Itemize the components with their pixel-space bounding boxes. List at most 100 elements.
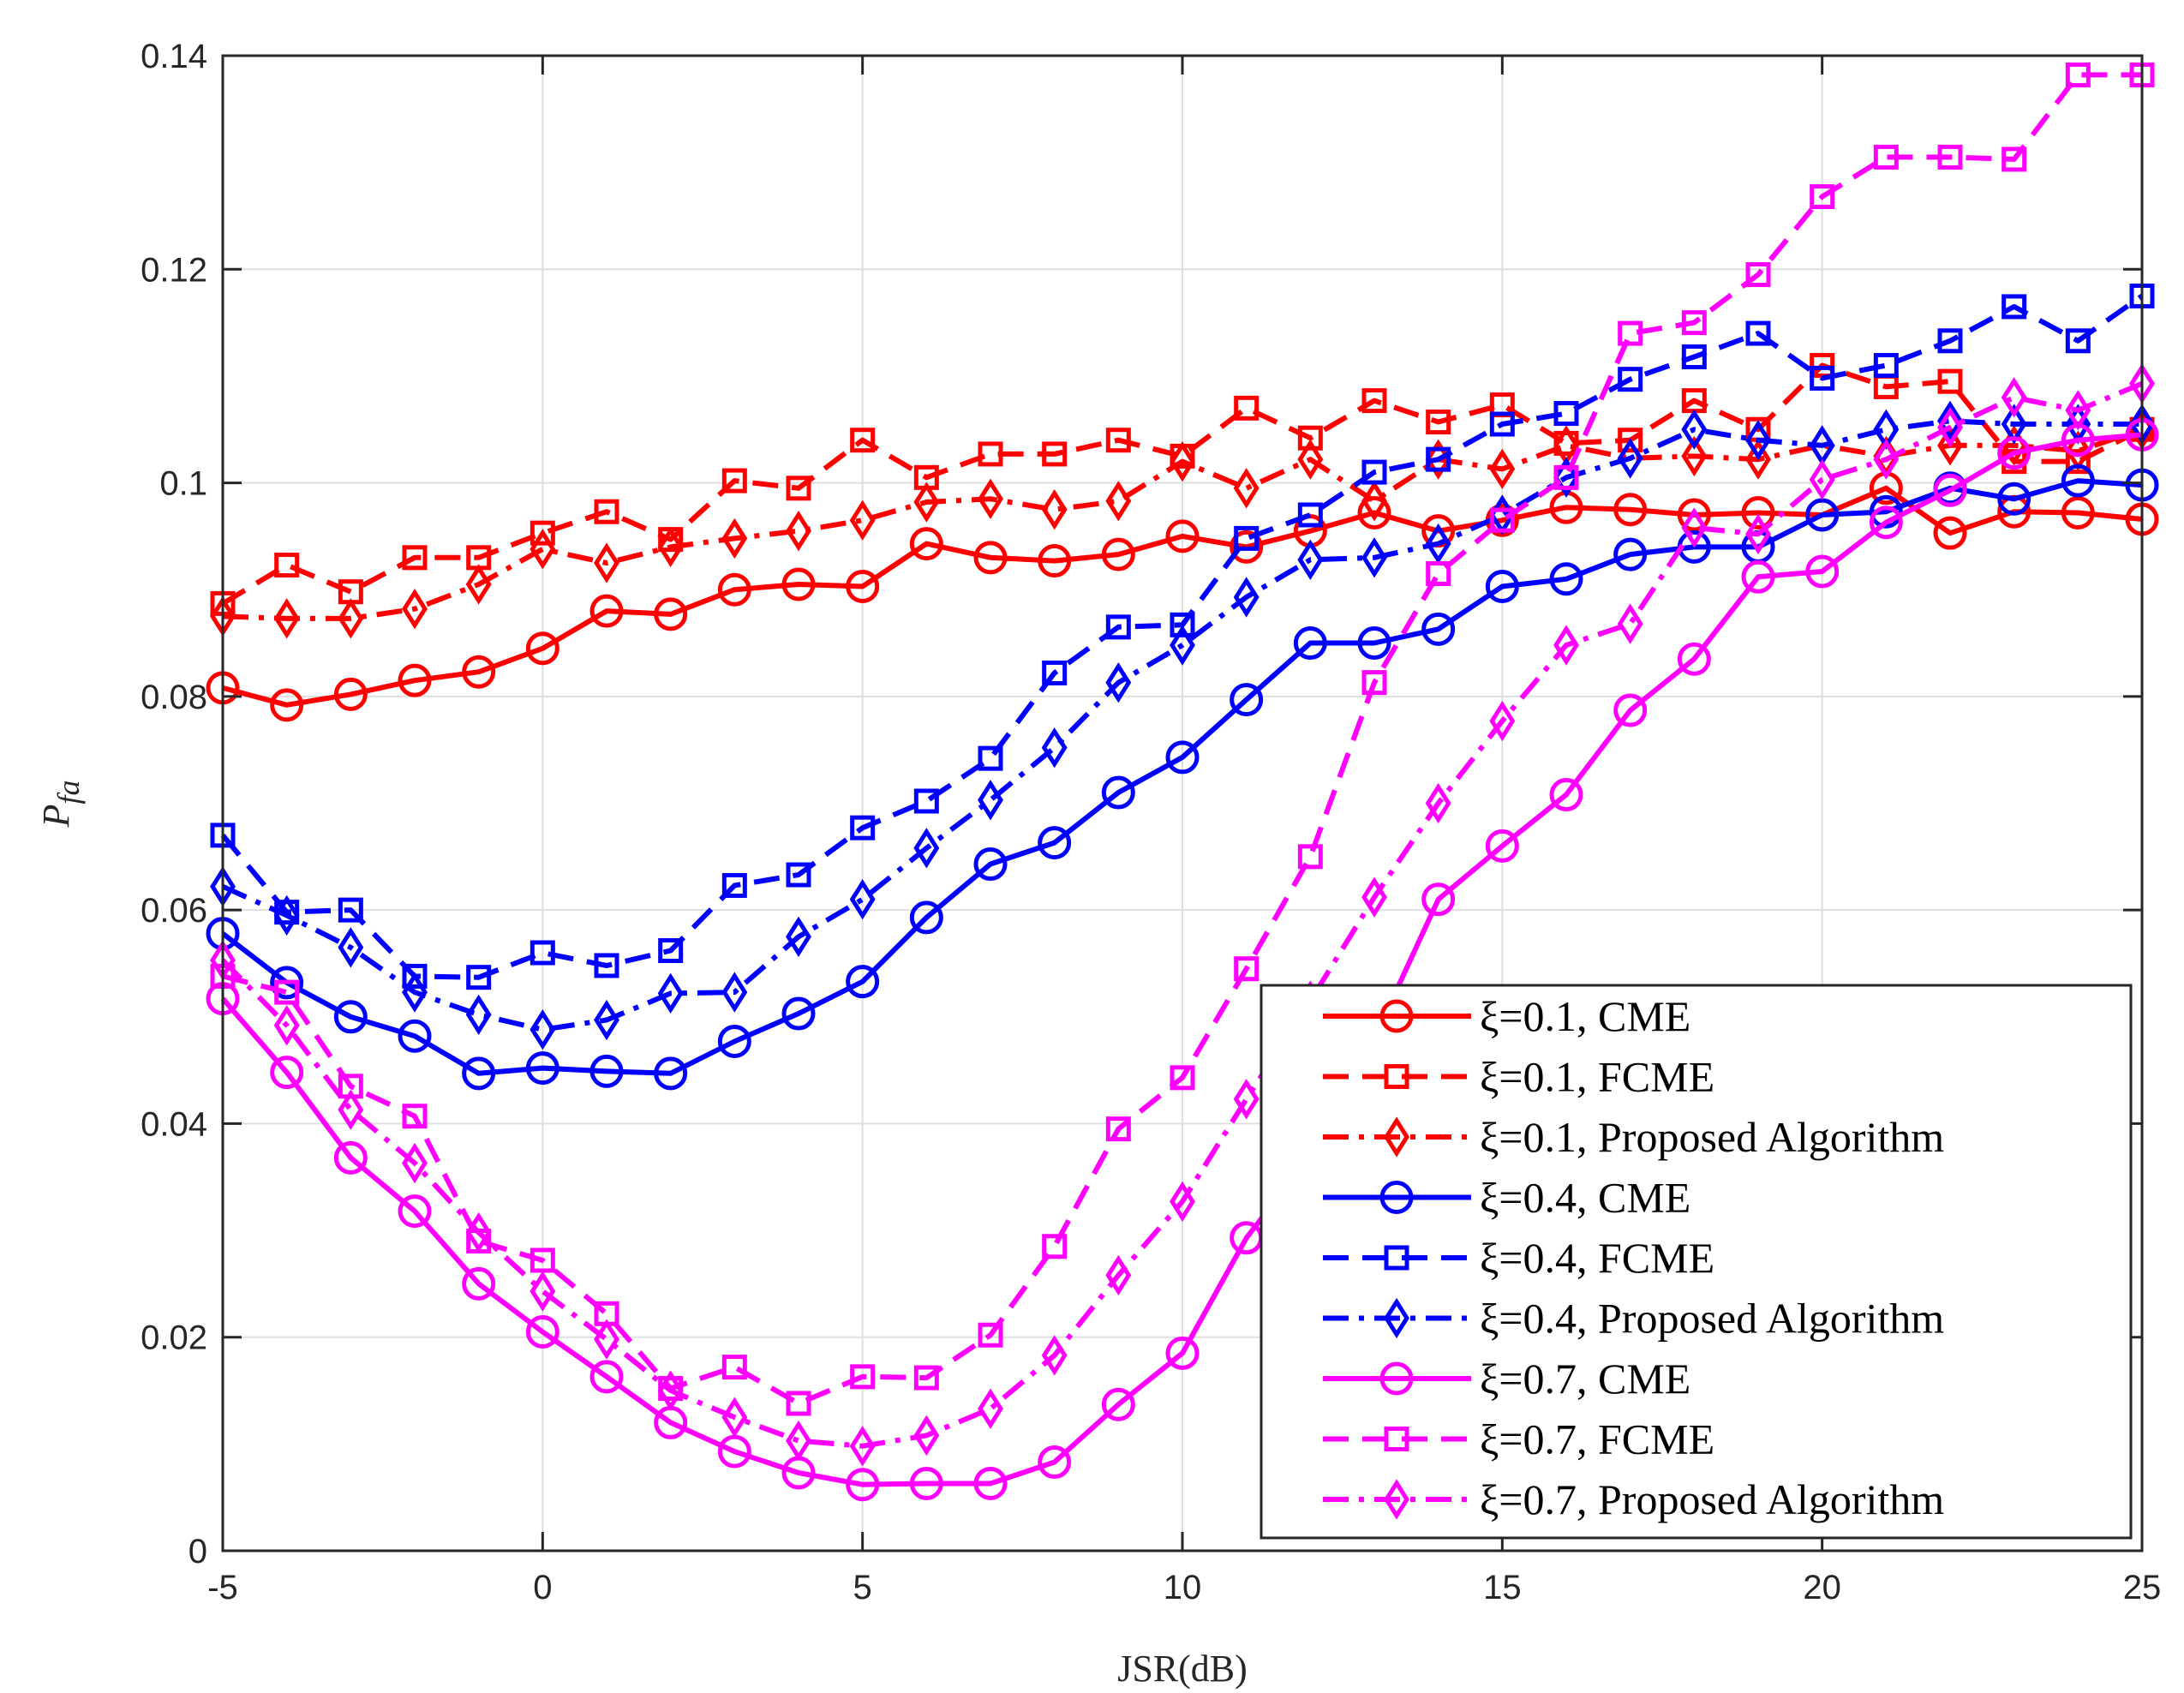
data-point [1165,740,1200,775]
data-point [973,847,1008,882]
data-point [658,938,684,964]
data-point [2001,377,2027,418]
data-point [1489,448,1516,490]
data-point [1681,409,1708,450]
data-point [1810,365,1835,391]
data-point [1165,1336,1200,1370]
data-point [1165,519,1200,553]
ticks [221,54,2144,1552]
data-point [274,553,300,578]
data-point [1937,144,1963,170]
data-point [1101,537,1135,571]
data-point [1933,516,1967,550]
data-point [1170,625,1195,666]
legend-entry: ξ=0.4, Proposed Algorithm [1323,1295,1944,1343]
data-point [1613,537,1648,571]
y-tick-label: 0.12 [141,251,207,289]
legend-label: ξ=0.4, CME [1480,1174,1690,1222]
data-point [1549,778,1583,812]
data-point [1230,683,1264,717]
legend-label: ξ=0.4, Proposed Algorithm [1480,1295,1944,1343]
svg-text:Pfa: Pfa [35,781,86,829]
data-point [1105,1254,1132,1296]
data-point [1937,425,1963,466]
data-point [1549,562,1583,596]
data-point [1297,439,1324,480]
data-point [1997,436,2031,470]
data-point [721,1397,748,1438]
data-point [1233,468,1260,509]
series-line [220,432,2143,1487]
series-7 [206,417,2159,1502]
data-point [338,598,364,639]
data-point [913,828,940,869]
data-point [657,1370,684,1411]
data-point [1041,727,1068,769]
data-point [1681,435,1708,477]
data-point [462,1266,496,1301]
legend-entry: ξ=0.7, FCME [1323,1415,1714,1463]
x-tick-label: 5 [853,1569,872,1606]
data-point [1613,693,1648,727]
data-point [274,979,300,1005]
data-point [530,940,555,966]
data-point [594,499,619,524]
data-point [402,1104,428,1129]
data-point [530,1271,556,1312]
x-tick-label: 25 [2123,1569,2162,1606]
y-tick-label: 0.04 [141,1105,207,1143]
data-point [850,815,876,841]
data-point [717,572,751,607]
data-point [594,953,619,978]
series-line [221,418,2142,1032]
data-point [402,545,428,571]
data-point [1297,844,1323,870]
legend-entry: ξ=0.4, FCME [1323,1234,1714,1282]
x-tick-label: 0 [533,1569,552,1606]
legend-entry: ξ=0.4, CME [1323,1174,1690,1222]
data-point [398,663,432,697]
data-point [333,1000,368,1034]
legend-marker [1384,1116,1409,1158]
series-line [222,72,2142,1406]
data-point [1677,498,1711,532]
data-point [465,564,492,605]
data-point [1618,428,1643,453]
data-point [1038,544,1072,578]
data-point [1745,262,1771,288]
data-point [1618,367,1643,392]
data-point [402,963,428,989]
data-point [1170,440,1195,482]
data-point [1613,493,1648,527]
data-point [1042,660,1068,685]
data-point [462,655,496,689]
series-line [221,362,2144,606]
data-point [1681,310,1707,336]
data-point [1038,826,1072,860]
data-point [781,996,816,1031]
data-point [1810,184,1835,210]
x-tick-label: 20 [1803,1569,1841,1606]
data-point [525,1314,559,1349]
data-point [1421,612,1456,646]
data-point [909,900,943,935]
data-point [1426,410,1451,435]
data-point [465,1211,492,1253]
data-point [909,1466,943,1500]
data-point [1234,525,1260,551]
data-point [654,1056,688,1091]
data-point [1485,829,1519,863]
series-line [221,478,2143,1076]
data-point [2061,464,2095,498]
data-point [1297,425,1323,451]
data-point [657,972,684,1014]
data-point [1617,438,1643,479]
data-point [398,1019,432,1053]
x-tick-label: 15 [1483,1569,1522,1606]
legend-marker [1379,1181,1414,1214]
legend-label: ξ=0.7, CME [1480,1355,1690,1403]
y-axis-label-base: P [35,805,77,829]
legend-entry: ξ=0.1, FCME [1323,1053,1714,1101]
data-point [1230,529,1264,564]
data-point [849,1426,876,1467]
